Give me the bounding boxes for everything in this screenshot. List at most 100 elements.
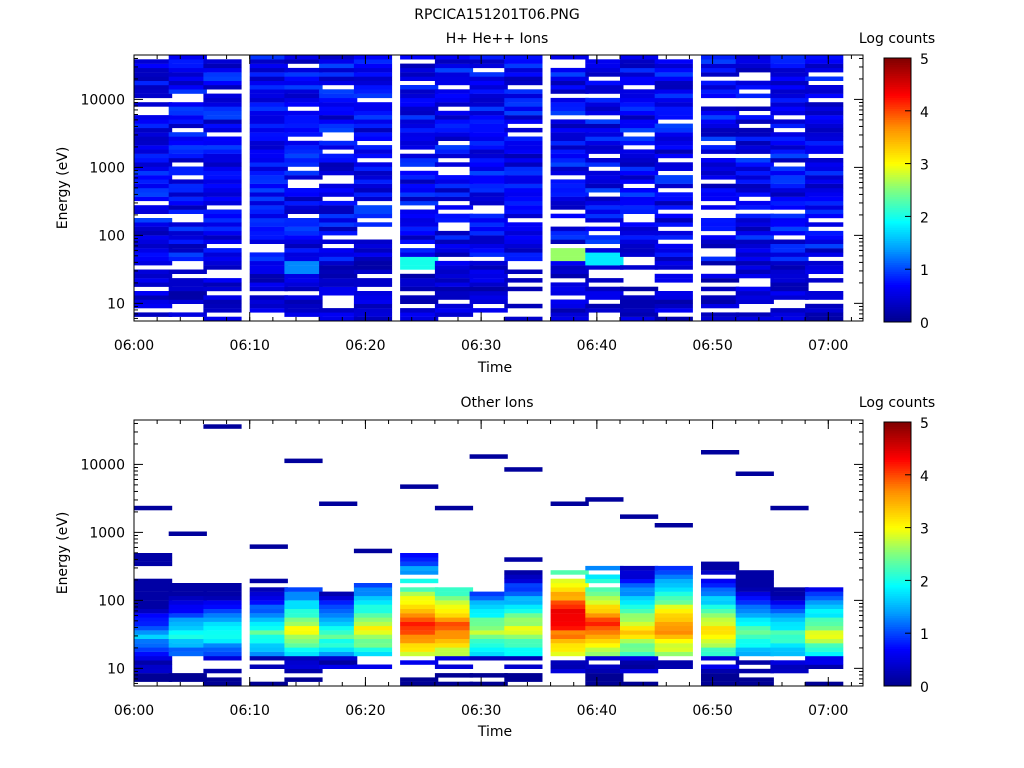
spectrogram-cell bbox=[469, 278, 508, 283]
spectrogram-cell bbox=[168, 230, 207, 236]
spectrogram-cell bbox=[701, 273, 740, 279]
spectrogram-cell bbox=[654, 218, 693, 223]
spectrogram-cell bbox=[249, 656, 288, 661]
spectrogram-cell bbox=[504, 235, 543, 240]
spectrogram-cell bbox=[203, 166, 242, 171]
spectrogram-cell bbox=[400, 604, 439, 609]
spectrogram-cell bbox=[134, 89, 173, 94]
spectrogram-cell bbox=[735, 213, 774, 219]
spectrogram-cell bbox=[654, 140, 693, 146]
spectrogram-cell bbox=[469, 89, 508, 94]
spectrogram-cell bbox=[770, 660, 809, 665]
spectrogram-cell bbox=[319, 200, 358, 206]
spectrogram-cell bbox=[203, 222, 242, 227]
colorbar-swatch bbox=[884, 622, 911, 625]
spectrogram-cell bbox=[134, 600, 173, 605]
spectrogram-cell bbox=[353, 252, 393, 257]
spectrogram-cell bbox=[585, 127, 624, 133]
spectrogram-cell bbox=[400, 213, 439, 219]
spectrogram-cell bbox=[134, 557, 173, 562]
spectrogram-cell bbox=[353, 192, 393, 197]
spectrogram-cell bbox=[805, 106, 844, 111]
spectrogram-cell bbox=[620, 265, 659, 270]
spectrogram-cell bbox=[550, 67, 589, 73]
spectrogram-cell bbox=[319, 312, 358, 317]
spectrogram-cell bbox=[620, 252, 659, 257]
spectrogram-cell bbox=[434, 273, 474, 279]
spectrogram-cell bbox=[504, 226, 543, 232]
spectrogram-cell bbox=[504, 638, 543, 644]
spectrogram-cell bbox=[735, 256, 774, 262]
spectrogram-cell bbox=[701, 604, 740, 609]
spectrogram-cell bbox=[654, 651, 693, 657]
colorbar-swatch bbox=[884, 672, 911, 676]
spectrogram-cell bbox=[353, 110, 393, 116]
spectrogram-cell bbox=[504, 102, 543, 107]
colorbar-swatch bbox=[884, 666, 911, 669]
colorbar-tick-label: 3 bbox=[920, 522, 929, 538]
spectrogram-cell bbox=[654, 587, 693, 592]
spectrogram-cell bbox=[353, 72, 393, 77]
spectrogram-cell bbox=[585, 668, 624, 674]
spectrogram-cell bbox=[654, 196, 693, 202]
colorbar-swatch bbox=[884, 264, 911, 268]
spectrogram-cell bbox=[284, 239, 323, 244]
colorbar-swatch bbox=[884, 573, 911, 577]
spectrogram-cell bbox=[353, 600, 393, 605]
spectrogram-cell bbox=[770, 170, 809, 176]
spectrogram-cell bbox=[134, 218, 173, 223]
spectrogram-cell bbox=[620, 647, 659, 652]
spectrogram-cell bbox=[735, 205, 774, 210]
colorbar-swatch bbox=[884, 595, 911, 599]
spectrogram-cell bbox=[701, 295, 740, 300]
spectrogram-cell bbox=[504, 55, 543, 60]
spectrogram-cell bbox=[620, 634, 659, 639]
spectrogram-cell bbox=[319, 158, 358, 163]
spectrogram-cell bbox=[249, 299, 288, 304]
spectrogram-cell bbox=[434, 188, 474, 193]
spectrogram-cell bbox=[134, 595, 173, 601]
spectrogram-cell bbox=[400, 145, 439, 150]
spectrogram-cell bbox=[654, 85, 693, 90]
spectrogram-cell bbox=[203, 681, 242, 687]
spectrogram-cell bbox=[353, 196, 393, 202]
spectrogram-cell bbox=[504, 196, 543, 202]
spectrogram-cell bbox=[805, 634, 844, 639]
spectrogram-cell bbox=[203, 136, 242, 141]
spectrogram-cell bbox=[134, 102, 173, 107]
colorbar-swatch bbox=[884, 251, 911, 255]
spectrogram-cell bbox=[504, 600, 543, 605]
spectrogram-cell bbox=[735, 67, 774, 73]
spectrogram-cell bbox=[400, 127, 439, 133]
spectrogram-cell bbox=[168, 183, 207, 189]
spectrogram-cell bbox=[284, 222, 323, 227]
spectrogram-cell bbox=[770, 252, 809, 257]
spectrogram-cell bbox=[434, 192, 474, 197]
spectrogram-cell bbox=[770, 188, 809, 193]
spectrogram-cell bbox=[504, 170, 543, 176]
colorbar-swatch bbox=[884, 591, 911, 594]
spectrogram-cell bbox=[469, 299, 508, 304]
spectrogram-cell bbox=[249, 308, 288, 313]
spectrogram-cell bbox=[134, 505, 173, 511]
spectrogram-cell bbox=[620, 668, 659, 674]
spectrogram-cell bbox=[735, 218, 774, 223]
spectrogram-cell bbox=[550, 72, 589, 77]
spectrogram-cell bbox=[550, 256, 589, 262]
spectrogram-cell bbox=[249, 621, 288, 627]
spectrogram-cell bbox=[550, 578, 589, 584]
spectrogram-cell bbox=[168, 625, 207, 631]
spectrogram-cell bbox=[203, 235, 242, 240]
spectrogram-cell bbox=[400, 484, 439, 489]
spectrogram-cell bbox=[319, 188, 358, 193]
colorbar-tick-label: 5 bbox=[920, 416, 929, 432]
spectrogram-cell bbox=[805, 102, 844, 107]
spectrogram-cell bbox=[400, 278, 439, 283]
spectrogram-cell bbox=[620, 119, 659, 124]
spectrogram-cell bbox=[168, 621, 207, 627]
spectrogram-cell bbox=[249, 145, 288, 150]
spectrogram-cell bbox=[550, 643, 589, 648]
spectrogram-cell bbox=[701, 136, 740, 141]
spectrogram-cell bbox=[400, 170, 439, 176]
spectrogram-cell bbox=[550, 239, 589, 244]
